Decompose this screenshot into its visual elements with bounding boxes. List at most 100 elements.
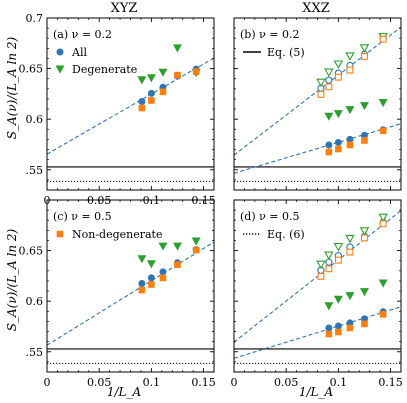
x-tick-label-c-2: 0.1 <box>143 376 161 389</box>
point-d-5-2 <box>346 324 354 332</box>
plot-area-d <box>234 210 401 364</box>
point-b-1-4 <box>359 44 370 53</box>
legend-marker-c-0 <box>56 230 64 238</box>
point-b-4-2 <box>345 106 355 115</box>
point-c-0-2 <box>159 268 167 276</box>
point-b-2-0 <box>317 90 325 98</box>
legend-label-a-0: All <box>71 46 87 59</box>
point-d-4-2 <box>345 292 355 301</box>
point-b-4-3 <box>359 102 369 111</box>
point-c-1-2 <box>158 242 168 251</box>
plot-area-a <box>47 44 214 182</box>
x-tick-label-d-0: 0 <box>231 376 238 389</box>
legend-label-a-1: Degenerate <box>72 63 137 76</box>
y-axis-title-bottom: S_A(ν)/(L_A ln 2) <box>5 228 19 331</box>
x-tick-label-c-0: 0 <box>44 376 51 389</box>
point-b-5-4 <box>379 127 387 135</box>
fit-line-d-1 <box>234 306 401 359</box>
legend-label-b-0: Eq. (5) <box>267 46 305 59</box>
point-b-1-1 <box>324 68 334 78</box>
point-b-1-2 <box>333 60 344 69</box>
point-c-1-0 <box>137 255 147 264</box>
point-d-1-0 <box>316 260 326 270</box>
panel-a: 00.050.10.15.550.60.650.7(a) ν = 0.2AllD… <box>19 12 216 207</box>
point-b-2-1 <box>325 83 333 91</box>
y-tick-label-a-3: 0.7 <box>26 12 44 25</box>
legend-marker-a-0 <box>56 48 64 56</box>
point-d-2-1 <box>325 265 333 273</box>
plot-area-b <box>234 26 401 182</box>
point-b-3-0 <box>325 141 333 149</box>
x-tick-label-d-2: 0.1 <box>330 376 348 389</box>
point-c-2-3 <box>174 261 181 269</box>
point-a-2-0 <box>138 104 146 112</box>
point-b-5-0 <box>325 148 333 156</box>
point-b-3-1 <box>334 138 342 146</box>
point-b-4-4 <box>378 99 388 108</box>
point-d-1-4 <box>359 227 370 236</box>
point-b-2-3 <box>346 66 354 74</box>
point-a-1-2 <box>158 68 168 77</box>
y-axis-title-top: S_A(ν)/(L_A ln 2) <box>5 36 19 139</box>
y-tick-label-a-1: 0.6 <box>26 113 44 126</box>
point-d-1-2 <box>333 242 344 252</box>
point-c-2-2 <box>159 274 167 282</box>
point-b-1-3 <box>345 52 355 61</box>
point-d-3-1 <box>334 322 342 330</box>
point-a-0-1 <box>147 89 155 97</box>
point-c-2-1 <box>148 281 155 288</box>
point-c-1-3 <box>172 242 182 251</box>
point-d-2-3 <box>346 248 354 256</box>
point-c-0-0 <box>138 279 146 287</box>
point-b-4-1 <box>333 110 343 119</box>
point-a-2-2 <box>159 88 167 96</box>
y-tick-label-a-0: .55 <box>26 164 44 177</box>
panel-label-c: (c) ν = 0.5 <box>53 210 112 223</box>
point-d-2-4 <box>361 234 368 242</box>
panel-frame-d <box>233 199 402 373</box>
panel-label-a: (a) ν = 0.2 <box>53 28 112 41</box>
x-tick-label-d-3: 0.15 <box>378 376 403 389</box>
point-c-0-1 <box>147 274 155 282</box>
legend-marker-a-1 <box>55 65 65 74</box>
y-tick-label-c-1: 0.6 <box>26 295 44 308</box>
point-a-2-3 <box>174 71 181 79</box>
point-b-3-2 <box>346 135 354 143</box>
point-d-4-1 <box>333 295 343 304</box>
point-c-1-1 <box>146 260 156 269</box>
y-tick-label-c-0: .55 <box>26 346 44 359</box>
point-d-1-5 <box>378 213 388 223</box>
point-d-5-1 <box>335 328 342 336</box>
point-b-0-1 <box>325 76 333 84</box>
point-d-2-5 <box>379 220 387 228</box>
point-d-5-3 <box>361 320 368 328</box>
point-d-4-3 <box>359 288 369 297</box>
point-b-2-4 <box>361 52 368 60</box>
point-b-1-0 <box>316 78 326 88</box>
x-axis-title-right: 1/L_A <box>299 385 334 399</box>
panel-b: (b) ν = 0.2 Eq. (5) <box>233 17 402 191</box>
point-c-2-0 <box>138 286 146 294</box>
point-d-5-0 <box>325 330 333 338</box>
point-c-2-4 <box>192 246 200 254</box>
point-d-4-4 <box>378 279 388 288</box>
point-b-4-0 <box>324 112 334 121</box>
panel-frame-a <box>46 17 215 191</box>
point-d-4-0 <box>324 302 334 311</box>
point-d-5-4 <box>379 311 387 318</box>
point-d-3-0 <box>325 324 333 332</box>
panel-frame-c <box>46 199 215 373</box>
point-a-2-1 <box>148 97 155 104</box>
point-b-5-1 <box>335 145 342 153</box>
panel-label-d: (d) ν = 0.5 <box>240 210 300 223</box>
point-c-1-4 <box>191 237 201 246</box>
point-d-2-2 <box>334 256 342 264</box>
point-d-1-1 <box>324 251 334 261</box>
fit-line-b-1 <box>234 123 401 174</box>
y-tick-label-c-2: 0.65 <box>19 245 44 258</box>
panel-d: 0 0.05 0.1 0.15 (d) ν = 0.5 Eq. (6) <box>231 199 403 389</box>
y-tick-label-a-2: 0.65 <box>19 63 44 76</box>
point-a-2-4 <box>192 68 200 75</box>
point-b-2-2 <box>334 73 342 81</box>
